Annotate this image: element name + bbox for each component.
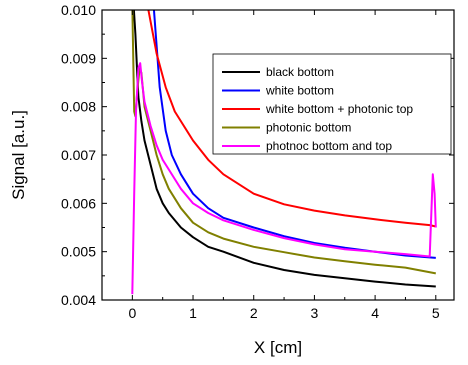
x-tick-label: 0 — [128, 305, 136, 321]
plot-frame — [101, 9, 455, 301]
y-tick-label: 0.007 — [61, 147, 96, 163]
x-tick-label: 5 — [432, 305, 440, 321]
legend-box — [212, 53, 452, 155]
legend-label: white bottom — [265, 84, 334, 98]
legend-label: black bottom — [266, 65, 334, 79]
x-tick-label: 4 — [371, 305, 379, 321]
y-tick-label: 0.005 — [61, 244, 96, 260]
series-line — [131, 62, 437, 295]
y-tick-label: 0.010 — [61, 2, 96, 18]
y-tick-label: 0.004 — [61, 292, 96, 308]
y-tick-label: 0.008 — [61, 99, 96, 115]
x-tick-label: 3 — [311, 305, 319, 321]
legend-entries: black bottom white bottom white bottom + p… — [222, 65, 413, 153]
series-line — [147, 10, 437, 228]
ticks-layer: 0 1 2 3 4 5 0.004 0.005 0.006 0.007 0.008 0.009 0.01… — [61, 2, 454, 321]
x-axis-label: X [cm] — [254, 338, 302, 357]
legend-label: photonic bottom — [266, 121, 351, 135]
legend-label: white bottom + photonic top — [265, 102, 413, 116]
series-layer — [131, 10, 437, 295]
legend: black bottom white bottom white bottom + p… — [212, 53, 452, 155]
series-line — [132, 10, 436, 288]
legend-label: photnoc bottom and top — [266, 139, 392, 153]
y-axis-label: Signal [a.u.] — [9, 110, 28, 200]
x-tick-label: 2 — [250, 305, 258, 321]
y-tick-label: 0.006 — [61, 195, 96, 211]
x-tick-label: 1 — [189, 305, 197, 321]
y-tick-label: 0.009 — [61, 50, 96, 66]
